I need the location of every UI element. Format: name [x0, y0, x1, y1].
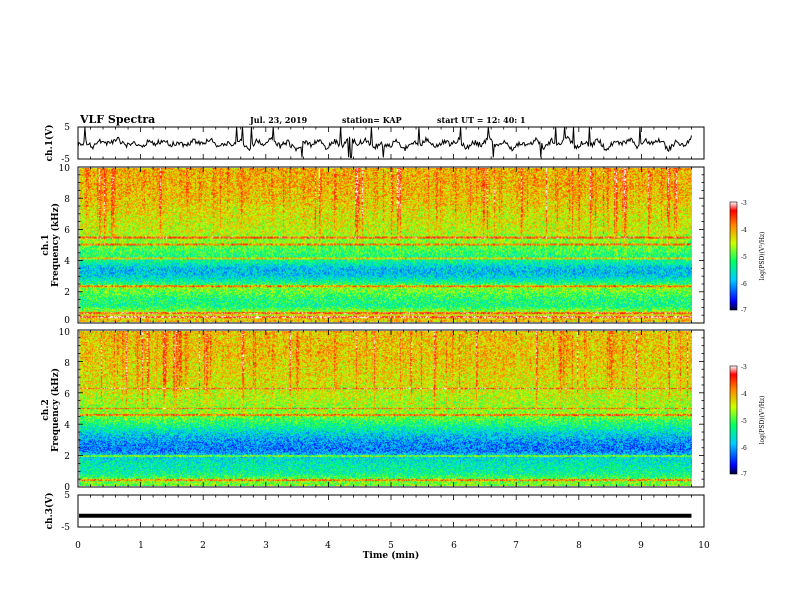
xtick-1: 1 [138, 541, 144, 551]
colorbar-ch1: -3 -4 -5 -6 -7 log(PSD)(V²/Hz) [729, 200, 766, 314]
cb2-label: log(PSD)(V²/Hz) [759, 396, 766, 445]
cb2-tick-2: -5 [741, 418, 747, 425]
spec1-ytick-0: 0 [64, 316, 70, 326]
xtick-3: 3 [263, 541, 269, 551]
xtick-5: 5 [388, 541, 394, 551]
ch1-ytick-bottom: -5 [61, 155, 70, 165]
cb1-tick-0: -3 [741, 200, 747, 207]
ch2-spectrogram-image [79, 331, 692, 486]
colorbar2-gradient [729, 365, 738, 475]
cb1-tick-1: -4 [741, 227, 747, 234]
xtick-10: 10 [698, 541, 710, 551]
spec2-ytick-0: 0 [64, 483, 70, 493]
figure-station: station= KAP [342, 115, 402, 125]
cb2-tick-0: -3 [741, 364, 747, 371]
cb2-tick-4: -7 [741, 471, 747, 478]
panel-ch1-waveform: 5 -5 ch.1(V) [44, 123, 705, 165]
cb1-tick-4: -7 [741, 307, 747, 314]
spec1-ylabel-channel: ch.1 [41, 234, 51, 255]
cb1-label: log(PSD)(V²/Hz) [759, 232, 766, 281]
xtick-8: 8 [576, 541, 582, 551]
spec1-ytick-4: 4 [64, 257, 70, 267]
spec2-ytick-8: 8 [64, 359, 70, 369]
spec2-ylabel-frequency: Frequency (kHz) [50, 368, 61, 452]
cb1-tick-2: -5 [741, 254, 747, 261]
spec2-ylabel-channel: ch.2 [41, 399, 51, 420]
cb2-tick-3: -6 [741, 445, 747, 452]
ch3-ylabel: ch.3(V) [44, 493, 55, 530]
colorbar1-gradient [729, 201, 738, 311]
x-axis: 0 1 2 3 4 5 6 7 8 9 10 Time (min) [75, 541, 710, 561]
x-axis-label: Time (min) [363, 550, 420, 561]
panel-ch2-spectrogram: 0 2 4 6 8 10 ch.2 Frequency (kHz) [41, 328, 705, 493]
spec2-ytick-6: 6 [64, 390, 70, 400]
spec1-ytick-8: 8 [64, 195, 70, 205]
ch1-ytick-top: 5 [64, 123, 70, 133]
ch1-ylabel: ch.1(V) [44, 125, 55, 162]
xtick-4: 4 [325, 541, 331, 551]
cb2-tick-1: -4 [741, 391, 747, 398]
xtick-0: 0 [75, 541, 81, 551]
figure-start-time: start UT = 12: 40: 1 [437, 115, 526, 125]
ch3-ytick-top: 5 [64, 491, 70, 501]
panel-ch3-waveform: 5 -5 ch.3(V) [44, 491, 705, 533]
cb1-tick-3: -6 [741, 281, 747, 288]
ch1-trace [77, 126, 692, 158]
figure-title: VLF Spectra [79, 113, 155, 126]
spec1-ylabel-frequency: Frequency (kHz) [50, 203, 61, 287]
xtick-9: 9 [638, 541, 644, 551]
spec2-ytick-10: 10 [59, 328, 71, 338]
spec1-ytick-6: 6 [64, 226, 70, 236]
ch1-spectrogram-image [79, 168, 692, 322]
panel-ch1-spectrogram: 0 2 4 6 8 10 ch.1 Frequency (kHz) [41, 164, 705, 326]
figure-date: Jul. 23, 2019 [249, 115, 308, 125]
xtick-2: 2 [200, 541, 206, 551]
axis-ticks [77, 127, 705, 527]
ch3-ytick-bottom: -5 [61, 523, 70, 533]
spec2-ytick-4: 4 [64, 421, 70, 431]
spec1-ytick-10: 10 [59, 164, 71, 174]
xtick-7: 7 [513, 541, 519, 551]
colorbar-ch2: -3 -4 -5 -6 -7 log(PSD)(V²/Hz) [729, 364, 766, 478]
xtick-6: 6 [451, 541, 457, 551]
spec2-ytick-2: 2 [64, 452, 70, 462]
spec1-ytick-2: 2 [64, 288, 70, 298]
